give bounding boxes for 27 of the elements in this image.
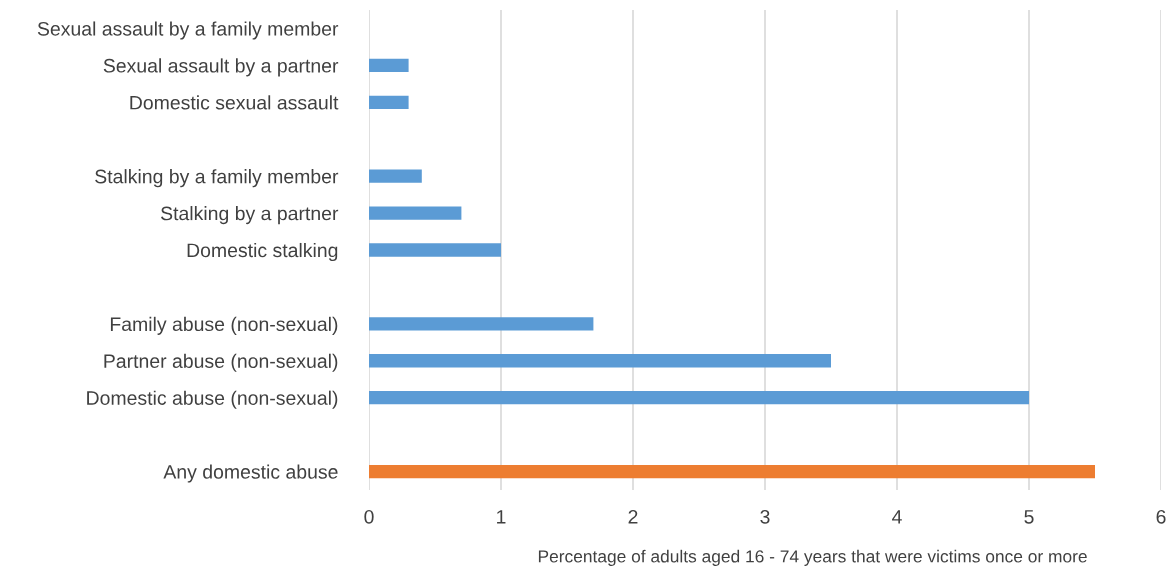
- bar: [369, 243, 501, 257]
- y-tick-label: Domestic sexual assault: [130, 95, 339, 110]
- y-tick-label: Domestic stalking: [187, 242, 338, 262]
- x-tick-label: 3: [760, 509, 770, 524]
- x-tick-label: 1: [497, 510, 506, 524]
- x-tick-label: 2: [628, 509, 638, 524]
- bar: [369, 354, 831, 368]
- x-tick-label: 4: [892, 510, 902, 524]
- y-tick-label: Partner abuse (non-sexual): [104, 353, 338, 372]
- y-tick-label: Family abuse (non-sexual): [110, 316, 338, 335]
- bar: [369, 95, 409, 109]
- y-tick-label: Any domestic abuse: [163, 464, 338, 483]
- y-tick-label: Domestic abuse (non-sexual): [87, 390, 338, 409]
- x-tick-label: 5: [1024, 510, 1034, 524]
- bar: [369, 391, 1029, 405]
- y-tick-label: Stalking by a partner: [161, 206, 339, 225]
- y-tick-label: Stalking by a family member: [95, 169, 339, 188]
- x-axis-title: Percentage of adults aged 16 - 74 years that were victims once or more: [538, 549, 1087, 566]
- x-tick-label: 6: [1156, 509, 1166, 524]
- bar: [369, 464, 1095, 479]
- bar: [369, 206, 462, 220]
- x-tick-label: 0: [364, 509, 374, 524]
- y-tick-label: Sexual assault by a partner: [103, 58, 339, 77]
- bar: [369, 169, 422, 183]
- y-tick-label: Sexual assault by a family member: [37, 21, 339, 40]
- bar: [369, 58, 409, 73]
- bar: [369, 317, 594, 331]
